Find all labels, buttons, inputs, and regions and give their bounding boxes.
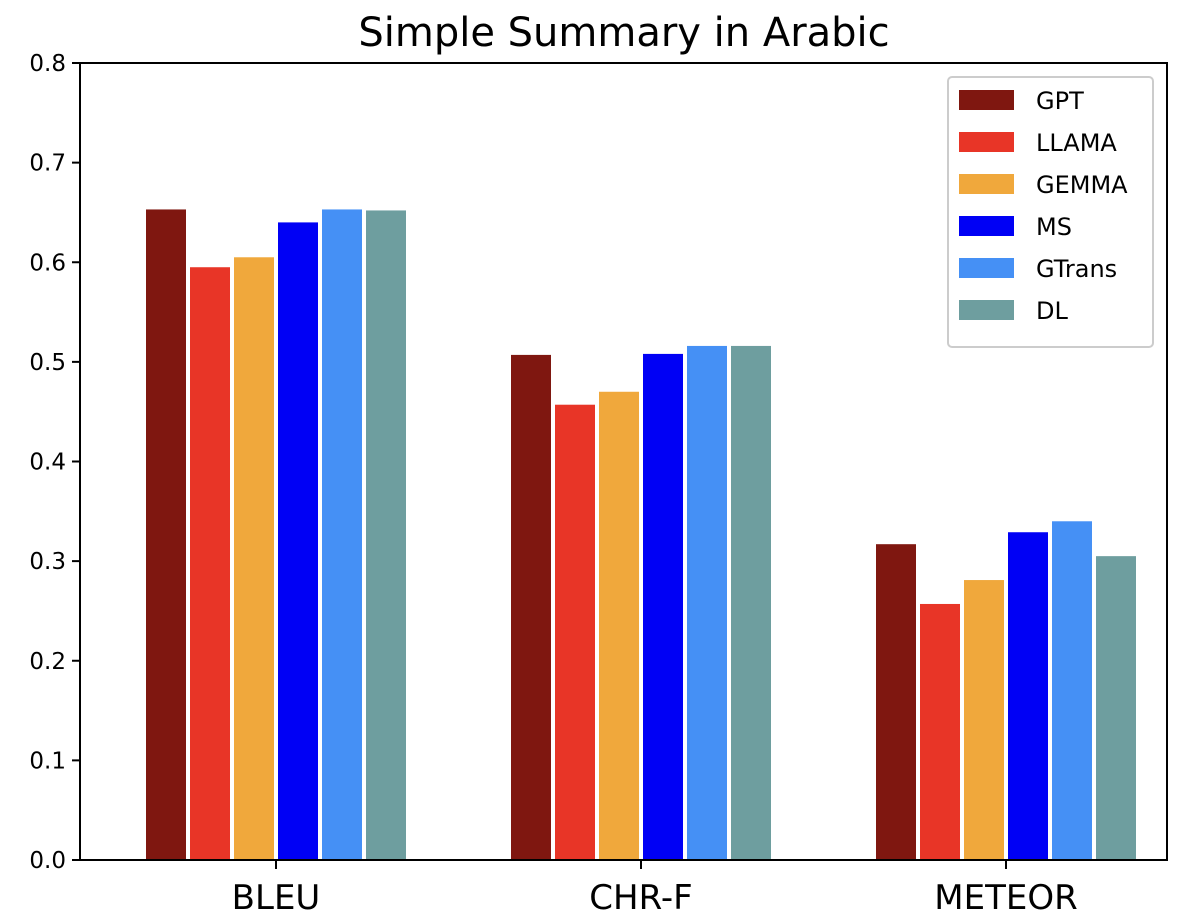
bar-gpt-meteor bbox=[876, 544, 916, 860]
legend: GPT LLAMA GEMMA MS GTrans DL bbox=[947, 76, 1154, 348]
legend-label-gemma: GEMMA bbox=[1036, 171, 1128, 199]
legend-label-gtrans: GTrans bbox=[1036, 255, 1117, 283]
legend-label-llama: LLAMA bbox=[1036, 129, 1117, 157]
bar-gpt-chr-f bbox=[511, 354, 551, 860]
bar-llama-chr-f bbox=[555, 404, 595, 860]
y-tick-label: 0.7 bbox=[29, 151, 66, 177]
bar-llama-meteor bbox=[920, 603, 960, 860]
chart-title: Simple Summary in Arabic bbox=[358, 10, 889, 56]
y-axis: 0.0 0.1 0.2 0.3 0.4 0.5 0.6 0.7 0.8 bbox=[29, 51, 80, 874]
bar-llama-bleu bbox=[190, 267, 230, 860]
bar-dl-meteor bbox=[1096, 556, 1136, 860]
plot-frame bbox=[79, 62, 1168, 861]
y-tick-label: 0.8 bbox=[29, 51, 66, 77]
legend-label-gpt: GPT bbox=[1036, 87, 1084, 115]
legend-swatch-gtrans bbox=[959, 258, 1014, 278]
x-axis: BLEU CHR-F METEOR bbox=[232, 860, 1078, 918]
x-tick-label: BLEU bbox=[232, 878, 321, 918]
legend-swatch-dl bbox=[959, 300, 1014, 320]
x-tick-label: CHR-F bbox=[589, 878, 692, 918]
y-tick-label: 0.0 bbox=[29, 848, 66, 874]
legend-swatch-gemma bbox=[959, 174, 1014, 194]
bar-gtrans-meteor bbox=[1052, 521, 1092, 860]
bar-gpt-bleu bbox=[146, 209, 186, 861]
legend-swatch-gpt bbox=[959, 90, 1014, 110]
bar-ms-bleu bbox=[278, 222, 318, 860]
bar-dl-bleu bbox=[366, 210, 406, 860]
y-tick-label: 0.4 bbox=[29, 450, 66, 476]
legend-swatch-ms bbox=[959, 216, 1014, 236]
y-tick-label: 0.5 bbox=[29, 350, 66, 376]
bar-dl-chr-f bbox=[731, 345, 771, 860]
legend-swatch-llama bbox=[959, 132, 1014, 152]
y-tick-label: 0.6 bbox=[29, 250, 66, 276]
bar-gtrans-chr-f bbox=[687, 345, 727, 860]
bar-ms-meteor bbox=[1008, 532, 1048, 860]
bar-ms-chr-f bbox=[643, 353, 683, 860]
bars bbox=[146, 209, 1136, 861]
y-tick-label: 0.2 bbox=[29, 649, 66, 675]
y-tick-label: 0.1 bbox=[29, 748, 66, 774]
bar-gemma-meteor bbox=[964, 580, 1004, 860]
bar-gtrans-bleu bbox=[322, 209, 362, 861]
x-tick-label: METEOR bbox=[934, 878, 1077, 918]
legend-label-ms: MS bbox=[1036, 213, 1072, 241]
y-tick-label: 0.3 bbox=[29, 549, 66, 575]
bar-gemma-chr-f bbox=[599, 391, 639, 860]
bar-gemma-bleu bbox=[234, 257, 274, 860]
legend-label-dl: DL bbox=[1036, 297, 1068, 325]
